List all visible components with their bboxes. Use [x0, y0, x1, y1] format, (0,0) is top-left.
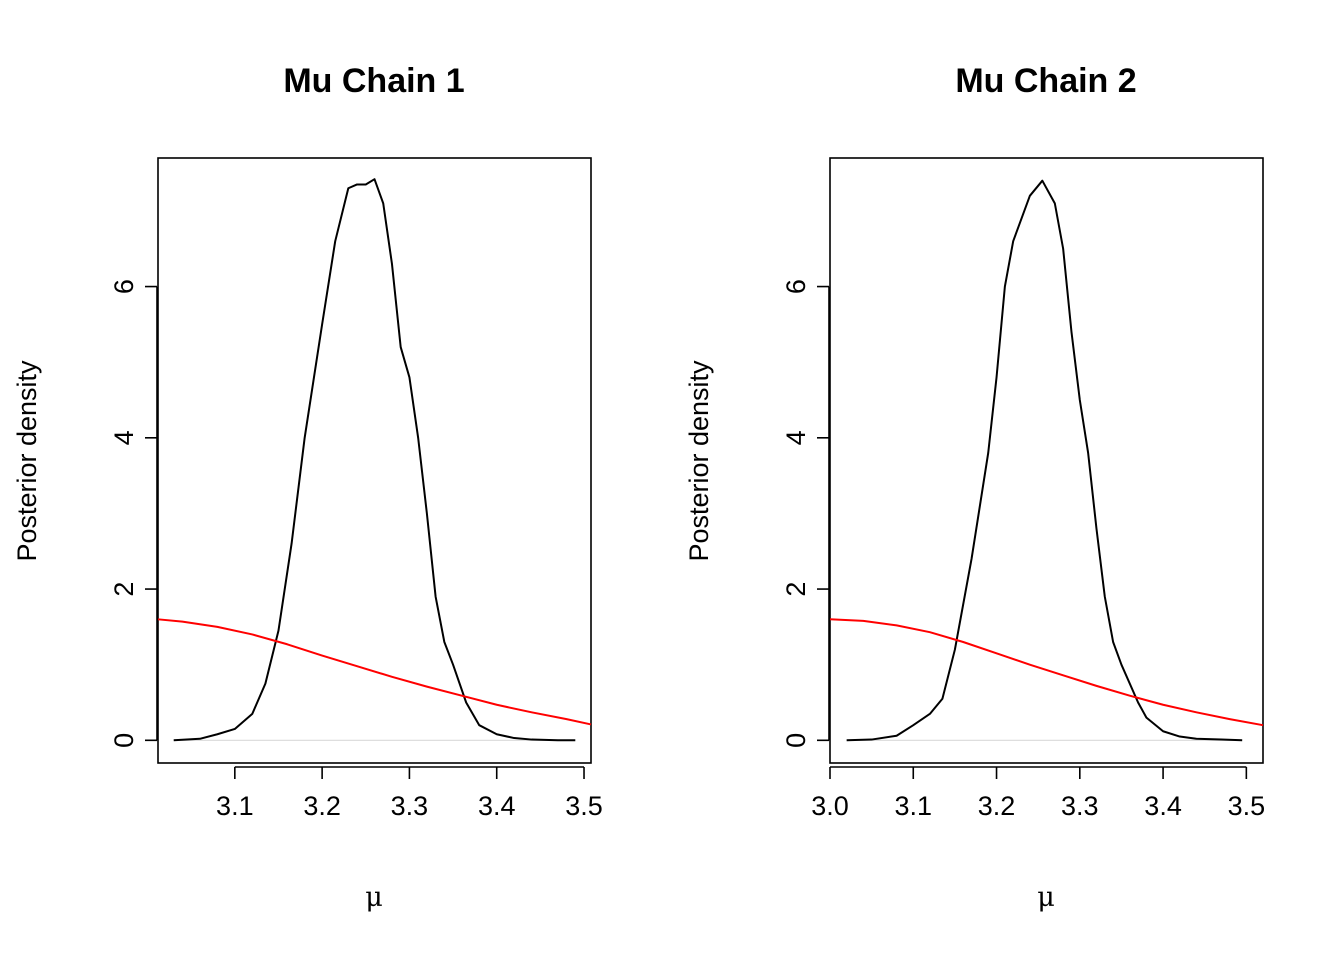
y-tick-label: 2	[781, 582, 811, 597]
x-tick-label: 3.3	[1061, 791, 1099, 821]
posterior-density-line	[846, 179, 1243, 742]
x-tick-label: 3.1	[216, 791, 254, 821]
x-tick-label: 3.2	[303, 791, 341, 821]
y-axis: 0 2 4 6	[781, 279, 830, 748]
x-tick-label: 3.1	[894, 791, 932, 821]
y-tick-label: 6	[781, 279, 811, 294]
series-group	[157, 178, 592, 742]
y-axis-label: Posterior density	[12, 360, 42, 562]
series-group	[829, 179, 1264, 742]
x-axis-label: μ	[365, 882, 383, 913]
y-tick-label: 4	[109, 430, 139, 445]
y-axis-label: Posterior density	[684, 360, 714, 562]
prior-density-line	[829, 618, 1264, 727]
x-tick-label: 3.2	[978, 791, 1016, 821]
y-axis: 0 2 4 6	[109, 279, 158, 748]
x-tick-label: 3.4	[478, 791, 516, 821]
x-tick-label: 3.5	[1228, 791, 1266, 821]
x-axis: 3.0 3.1 3.2 3.3 3.4 3.5	[811, 766, 1266, 821]
x-axis: 3.1 3.2 3.3 3.4 3.5	[216, 766, 603, 821]
prior-density-line	[157, 618, 592, 726]
panel-title: Mu Chain 1	[283, 62, 464, 100]
x-axis-label: μ	[1037, 882, 1055, 913]
y-tick-label: 0	[109, 733, 139, 748]
panel-chain-2: Mu Chain 2 3.0 3.1 3.2 3.3 3.4 3.5 0 2 4 6 μ Pos…	[684, 62, 1265, 913]
plot-frame	[829, 157, 1264, 764]
x-tick-label: 3.3	[391, 791, 429, 821]
y-tick-label: 0	[781, 733, 811, 748]
x-tick-label: 3.4	[1144, 791, 1182, 821]
posterior-density-line	[173, 178, 576, 742]
y-tick-label: 6	[109, 279, 139, 294]
plot-frame	[157, 157, 592, 764]
y-tick-label: 2	[109, 582, 139, 597]
panel-title: Mu Chain 2	[955, 62, 1136, 100]
y-tick-label: 4	[781, 430, 811, 445]
x-tick-label: 3.0	[811, 791, 849, 821]
panel-chain-1: Mu Chain 1 3.1 3.2 3.3 3.4 3.5 0 2 4 6 μ Poster…	[12, 62, 603, 913]
x-tick-label: 3.5	[565, 791, 603, 821]
